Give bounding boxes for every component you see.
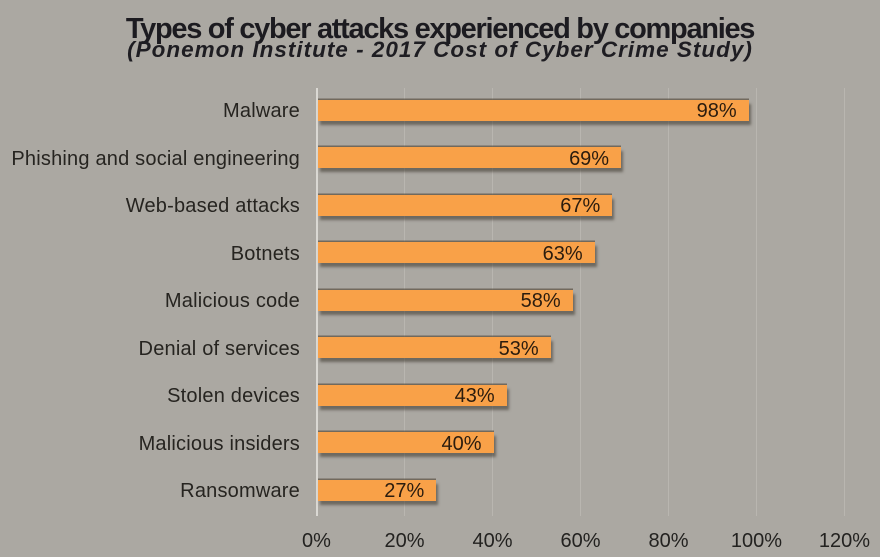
chart-subtitle: (Ponemon Institute - 2017 Cost of Cyber …	[127, 36, 753, 62]
bar-malicious-code	[317, 289, 573, 311]
bar-botnets	[317, 242, 595, 264]
gridline	[755, 88, 758, 516]
bar-ransomware	[317, 479, 437, 501]
value-label: 53%	[498, 337, 539, 360]
gridline	[843, 88, 846, 516]
category-label: Stolen devices	[167, 385, 300, 408]
bar-stolen-devices	[317, 384, 507, 406]
y-axis-line	[315, 88, 318, 516]
x-tick-label: 120%	[818, 529, 871, 552]
value-label: 69%	[569, 147, 610, 170]
category-label: Phishing and social engineering	[11, 147, 300, 170]
category-label: Web-based attacks	[125, 195, 300, 218]
category-label: Ransomware	[180, 480, 300, 503]
category-label: Botnets	[230, 242, 300, 265]
gridline	[579, 88, 582, 516]
value-label: 27%	[384, 480, 425, 503]
category-label: Malware	[223, 100, 300, 123]
value-label: 63%	[542, 242, 583, 265]
x-tick-label: 20%	[384, 529, 425, 552]
category-label: Malicious code	[164, 290, 300, 313]
x-tick-label: 80%	[648, 529, 689, 552]
bar-web-based-attacks	[317, 194, 613, 216]
category-label: Malicious insiders	[138, 432, 300, 455]
bar-denial-of-services	[317, 337, 551, 359]
category-label: Denial of services	[138, 337, 300, 360]
value-label: 58%	[520, 290, 561, 313]
gridline	[667, 88, 670, 516]
x-tick-label: 40%	[472, 529, 513, 552]
x-tick-label: 0%	[302, 529, 331, 552]
x-tick-label: 60%	[560, 529, 601, 552]
chart-title: Types of cyber attacks experienced by co…	[125, 12, 756, 45]
value-label: 43%	[454, 385, 495, 408]
bar-malicious-insiders	[317, 432, 494, 454]
bar-malware	[317, 99, 749, 121]
value-label: 40%	[441, 432, 482, 455]
bar-phishing-and-social-engineering	[317, 147, 622, 169]
x-tick-label: 100%	[730, 529, 783, 552]
value-label: 67%	[560, 195, 601, 218]
value-label: 98%	[696, 100, 737, 123]
